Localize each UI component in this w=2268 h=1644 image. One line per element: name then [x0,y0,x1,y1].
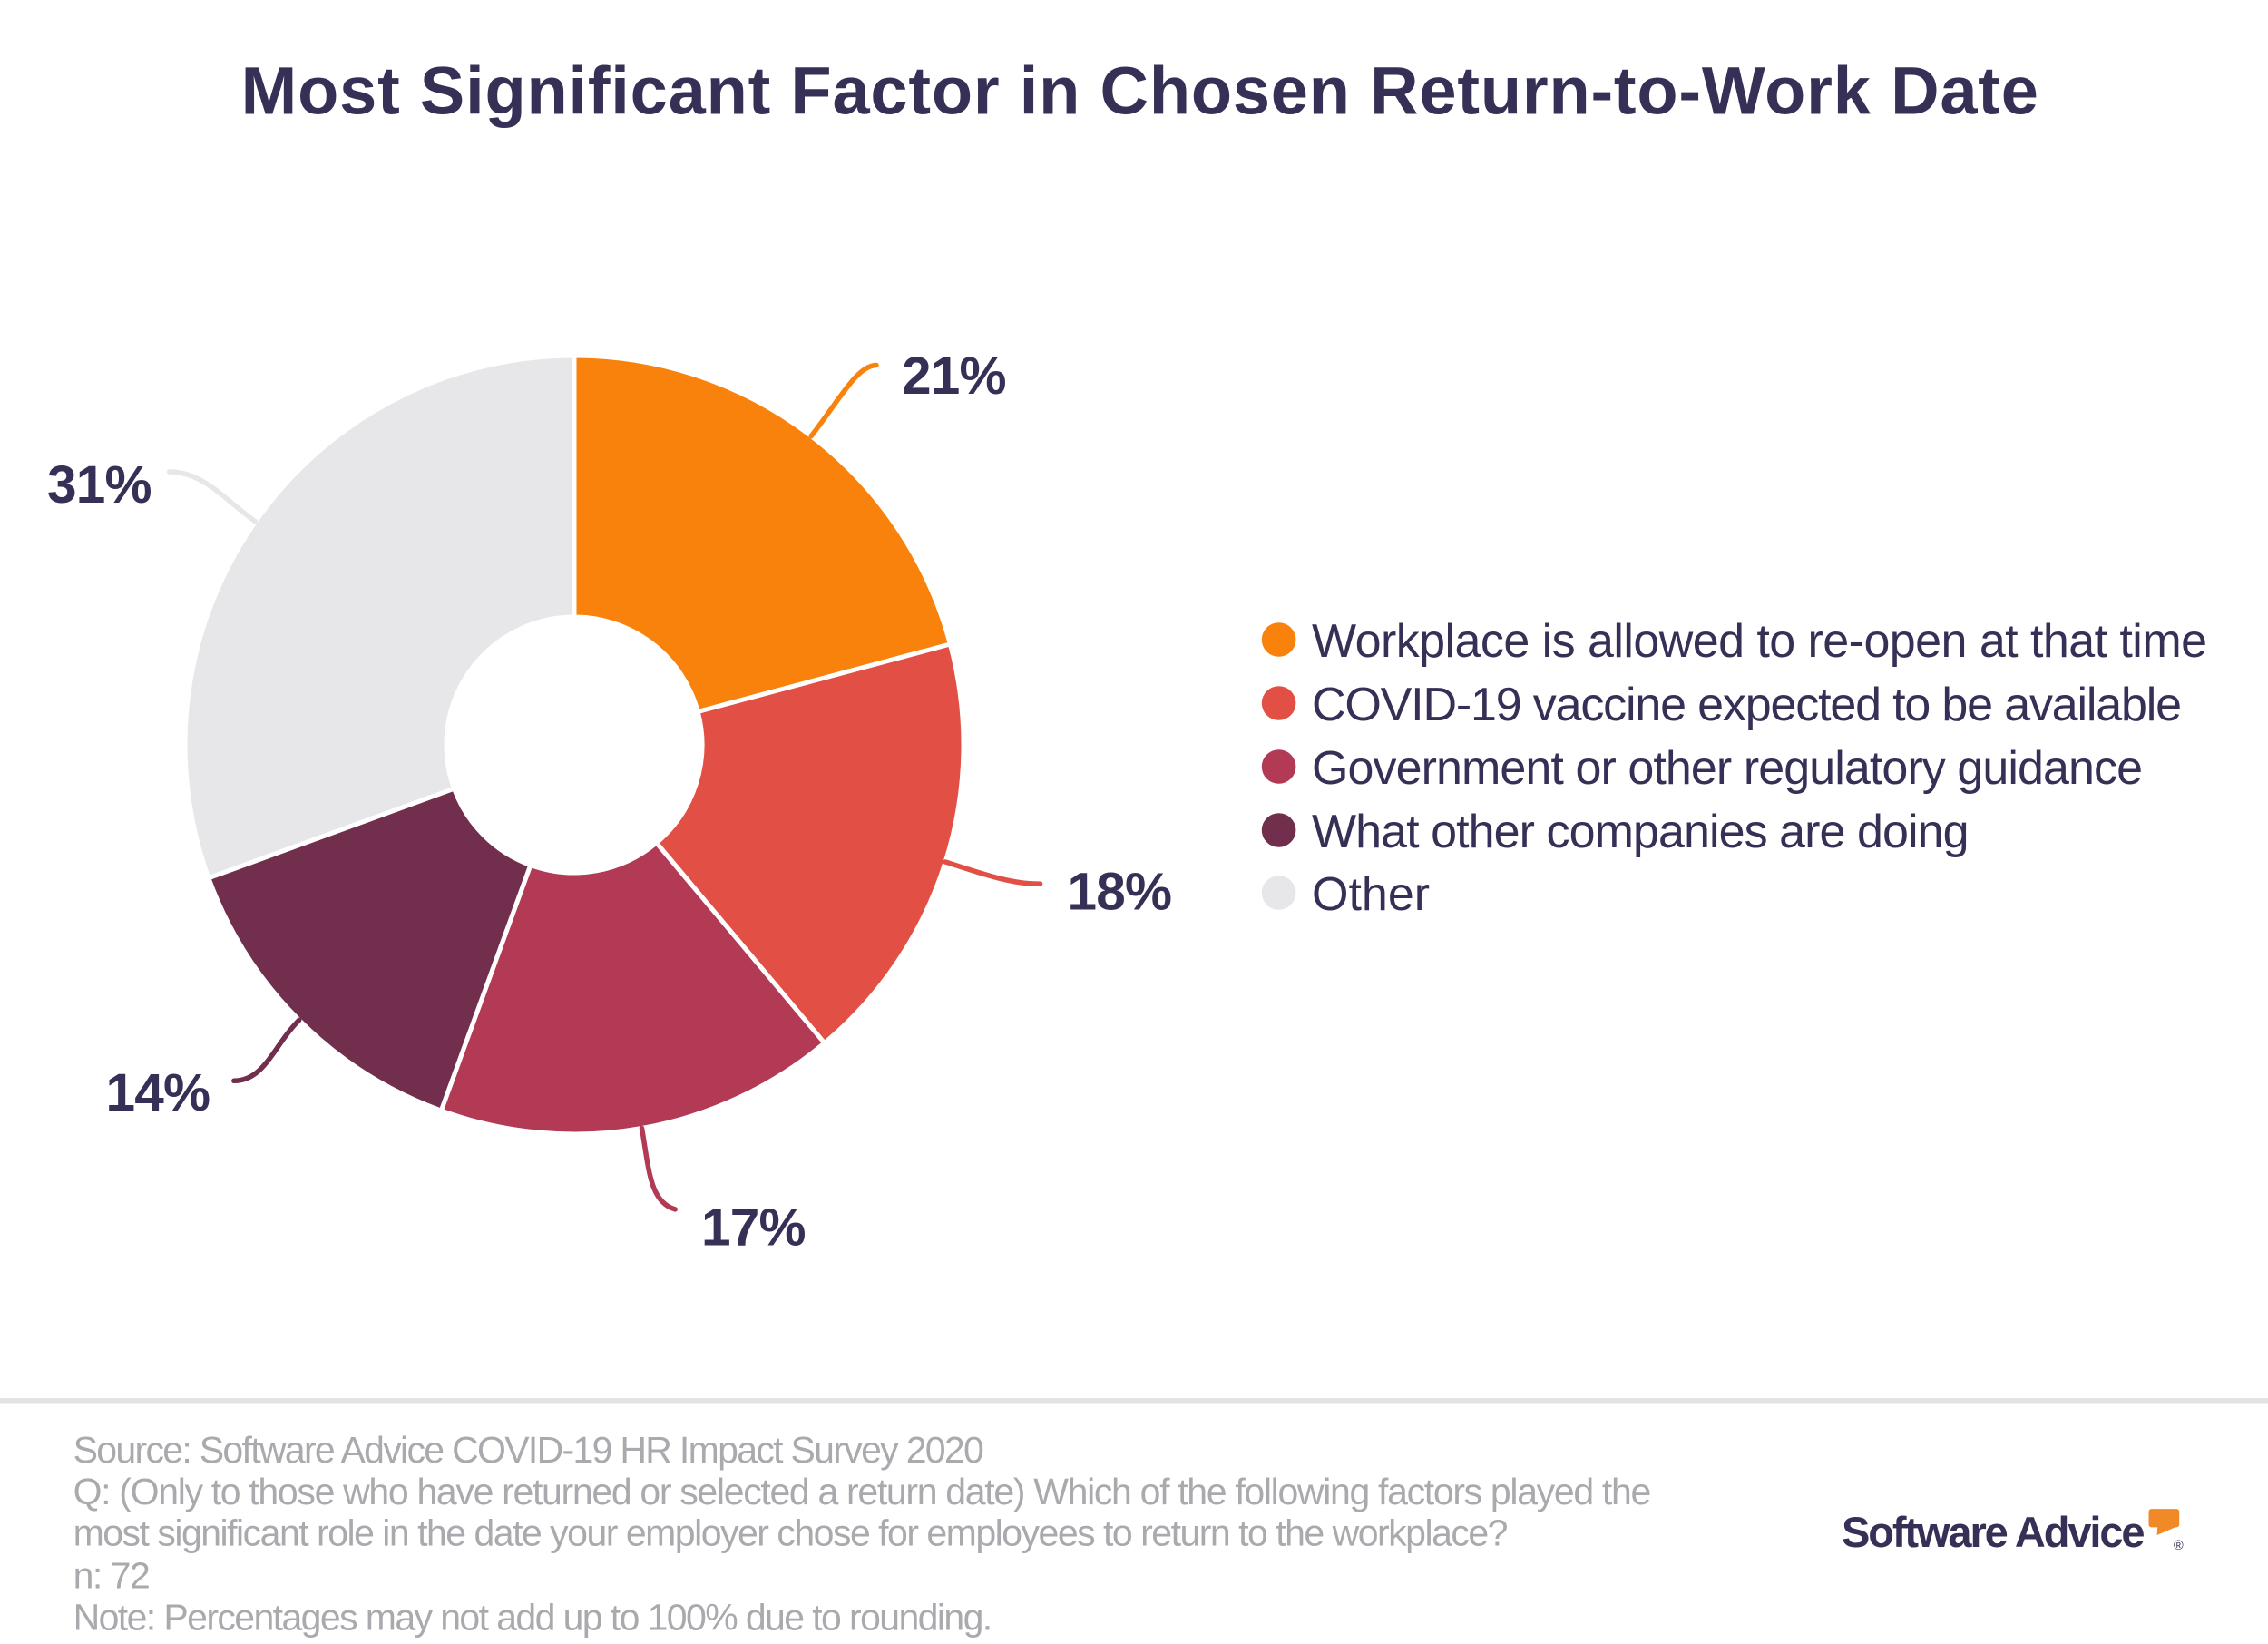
svg-text:Workplace is allowed to re-ope: Workplace is allowed to re-open at that … [1312,615,2206,668]
svg-text:COVID-19 vaccine expected to b: COVID-19 vaccine expected to be availabl… [1312,679,2181,731]
svg-text:Source: Software Advice COVID-: Source: Software Advice COVID-19 HR Impa… [73,1429,983,1471]
svg-text:14%: 14% [106,1063,210,1122]
svg-text:Government or other regulatory: Government or other regulatory guidance [1312,742,2142,795]
svg-text:n: 72: n: 72 [73,1554,150,1596]
svg-text:®: ® [2174,1539,2184,1553]
svg-text:18%: 18% [1068,863,1172,922]
svg-text:17%: 17% [701,1199,806,1257]
svg-text:Q: (Only to those who have ret: Q: (Only to those who have returned or s… [73,1471,1650,1512]
svg-text:Other: Other [1312,868,1430,921]
svg-text:21%: 21% [902,347,1006,406]
svg-text:What other companies are doing: What other companies are doing [1312,806,1969,858]
svg-text:Most Significant Factor in Cho: Most Significant Factor in Chosen Return… [241,53,2039,128]
svg-text:most significant role in the d: most significant role in the date your e… [73,1512,1508,1554]
svg-text:31%: 31% [47,455,152,514]
svg-text:Note: Percentages may not add: Note: Percentages may not add up to 100%… [73,1596,992,1638]
svg-text:Software Advice: Software Advice [1842,1508,2144,1556]
